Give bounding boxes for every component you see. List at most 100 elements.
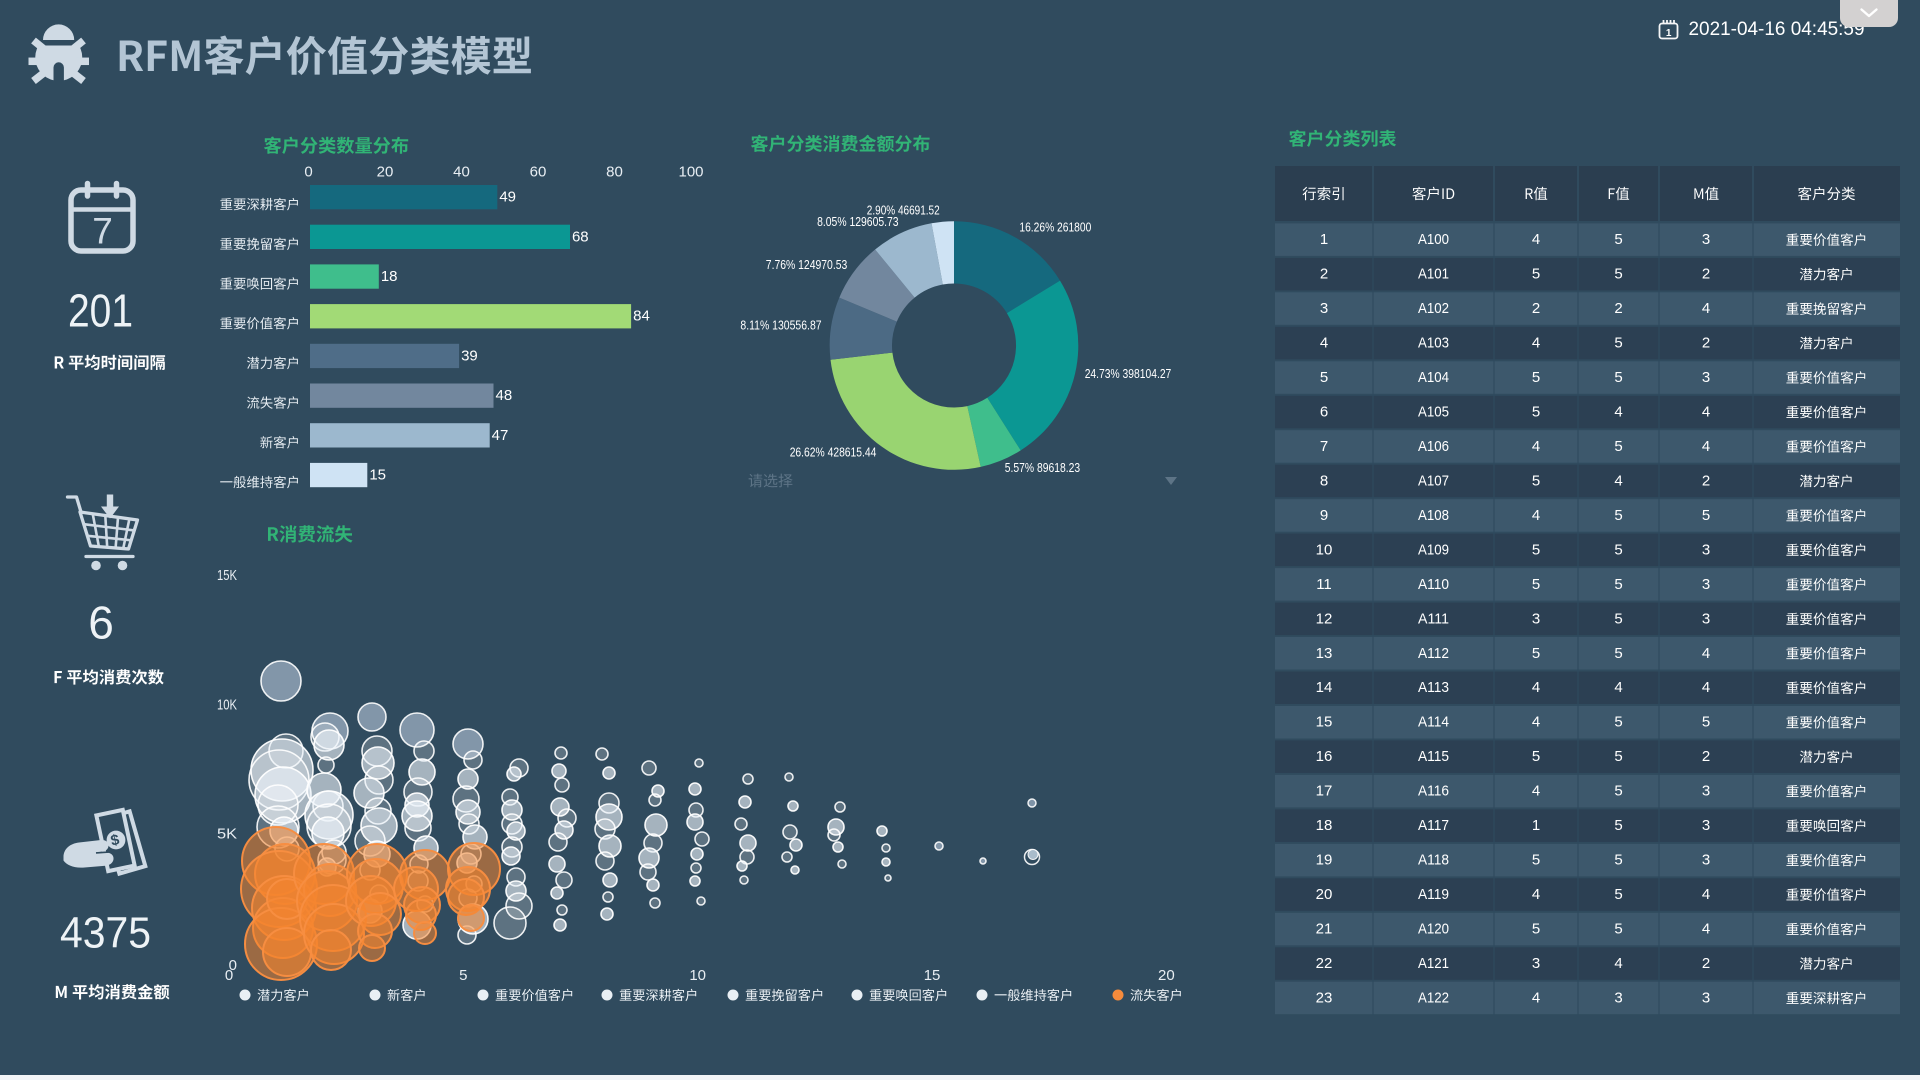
- svg-text:4: 4: [1614, 472, 1622, 489]
- svg-text:5: 5: [1532, 472, 1540, 489]
- svg-text:4: 4: [1320, 335, 1328, 352]
- svg-text:17: 17: [1316, 783, 1333, 800]
- svg-text:2: 2: [1702, 748, 1710, 765]
- svg-text:39: 39: [461, 347, 478, 364]
- svg-text:1: 1: [1532, 817, 1540, 834]
- svg-text:8.11% 130556.87: 8.11% 130556.87: [740, 318, 821, 333]
- svg-text:4: 4: [1532, 231, 1540, 248]
- svg-text:3: 3: [1702, 576, 1710, 593]
- svg-text:A102: A102: [1418, 300, 1449, 317]
- svg-text:5: 5: [1614, 231, 1622, 248]
- svg-text:49: 49: [499, 189, 516, 206]
- svg-text:7: 7: [1320, 438, 1328, 455]
- svg-text:5: 5: [1614, 886, 1622, 903]
- svg-text:A114: A114: [1418, 714, 1449, 731]
- svg-text:15: 15: [1316, 714, 1333, 731]
- svg-text:A118: A118: [1418, 852, 1449, 869]
- svg-text:3: 3: [1702, 817, 1710, 834]
- svg-text:5: 5: [1532, 852, 1540, 869]
- svg-text:26.62% 428615.44: 26.62% 428615.44: [790, 445, 877, 460]
- svg-text:0: 0: [229, 957, 237, 974]
- svg-text:3: 3: [1702, 541, 1710, 558]
- svg-text:40: 40: [453, 164, 470, 181]
- svg-text:A100: A100: [1418, 231, 1449, 248]
- svg-text:A113: A113: [1418, 679, 1449, 696]
- svg-text:4375: 4375: [60, 909, 151, 958]
- svg-text:21: 21: [1316, 921, 1333, 938]
- svg-text:2: 2: [1702, 955, 1710, 972]
- svg-text:5: 5: [1614, 438, 1622, 455]
- svg-text:68: 68: [572, 228, 589, 245]
- svg-text:3: 3: [1532, 610, 1540, 627]
- svg-text:5: 5: [1614, 610, 1622, 627]
- svg-text:4: 4: [1702, 645, 1710, 662]
- svg-text:A111: A111: [1418, 610, 1449, 627]
- svg-text:5: 5: [1702, 507, 1710, 524]
- svg-text:4: 4: [1532, 335, 1540, 352]
- svg-text:5: 5: [459, 967, 467, 984]
- svg-text:5: 5: [1532, 541, 1540, 558]
- svg-text:4: 4: [1702, 300, 1710, 317]
- svg-text:8.05% 129605.73: 8.05% 129605.73: [817, 214, 899, 229]
- svg-text:5: 5: [1614, 369, 1622, 386]
- svg-text:2: 2: [1702, 472, 1710, 489]
- svg-text:5.57% 89618.23: 5.57% 89618.23: [1005, 460, 1080, 475]
- svg-text:5: 5: [1532, 266, 1540, 283]
- svg-text:9: 9: [1320, 507, 1328, 524]
- svg-text:13: 13: [1316, 645, 1333, 662]
- svg-text:4: 4: [1532, 507, 1540, 524]
- svg-text:4: 4: [1532, 989, 1540, 1006]
- svg-text:3: 3: [1702, 610, 1710, 627]
- svg-text:5: 5: [1614, 507, 1622, 524]
- svg-text:2021-04-16 04:45:59: 2021-04-16 04:45:59: [1689, 19, 1865, 40]
- svg-text:15: 15: [924, 967, 941, 984]
- svg-text:20: 20: [377, 164, 394, 181]
- svg-text:84: 84: [633, 308, 650, 325]
- svg-text:5: 5: [1532, 921, 1540, 938]
- svg-text:4: 4: [1532, 438, 1540, 455]
- svg-text:5: 5: [1532, 748, 1540, 765]
- svg-text:3: 3: [1614, 989, 1622, 1006]
- svg-text:4: 4: [1532, 679, 1540, 696]
- svg-text:60: 60: [530, 164, 547, 181]
- svg-text:19: 19: [1316, 852, 1333, 869]
- svg-text:4: 4: [1702, 679, 1710, 696]
- svg-text:22: 22: [1316, 955, 1333, 972]
- svg-text:4: 4: [1532, 783, 1540, 800]
- svg-text:4: 4: [1702, 886, 1710, 903]
- svg-text:4: 4: [1614, 403, 1622, 420]
- svg-text:4: 4: [1702, 921, 1710, 938]
- svg-text:4: 4: [1532, 714, 1540, 731]
- svg-text:2: 2: [1320, 266, 1328, 283]
- svg-text:5K: 5K: [217, 826, 237, 843]
- svg-text:0: 0: [304, 164, 312, 181]
- svg-text:A104: A104: [1418, 369, 1449, 386]
- svg-text:3: 3: [1702, 989, 1710, 1006]
- svg-text:4: 4: [1702, 403, 1710, 420]
- svg-text:80: 80: [606, 164, 623, 181]
- svg-text:5: 5: [1532, 369, 1540, 386]
- svg-text:A106: A106: [1418, 438, 1449, 455]
- svg-text:5: 5: [1614, 852, 1622, 869]
- svg-text:5: 5: [1702, 714, 1710, 731]
- svg-text:3: 3: [1532, 955, 1540, 972]
- svg-text:A121: A121: [1418, 955, 1449, 972]
- svg-text:10K: 10K: [217, 696, 237, 713]
- svg-text:6: 6: [1320, 403, 1328, 420]
- svg-text:2: 2: [1532, 300, 1540, 317]
- svg-text:5: 5: [1532, 576, 1540, 593]
- svg-text:5: 5: [1614, 921, 1622, 938]
- svg-text:3: 3: [1320, 300, 1328, 317]
- svg-text:20: 20: [1316, 886, 1333, 903]
- svg-text:15K: 15K: [217, 567, 237, 584]
- svg-text:1: 1: [1320, 231, 1328, 248]
- svg-text:A122: A122: [1418, 989, 1449, 1006]
- svg-text:7.76% 124970.53: 7.76% 124970.53: [766, 257, 848, 272]
- svg-text:201: 201: [68, 284, 133, 336]
- svg-text:5: 5: [1320, 369, 1328, 386]
- svg-text:5: 5: [1614, 335, 1622, 352]
- svg-text:11: 11: [1316, 576, 1332, 593]
- svg-text:2.90% 46691.52: 2.90% 46691.52: [867, 202, 940, 217]
- svg-text:2: 2: [1614, 300, 1622, 317]
- svg-text:A107: A107: [1418, 472, 1449, 489]
